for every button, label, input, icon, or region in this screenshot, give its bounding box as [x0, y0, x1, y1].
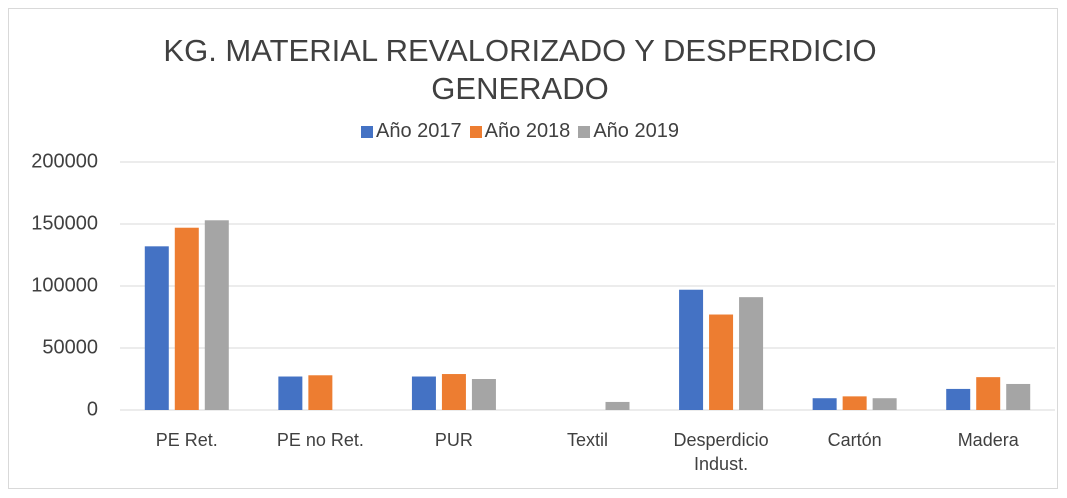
legend-item: Año 2018 — [469, 120, 571, 143]
x-tick-label: PUR — [434, 430, 473, 450]
bar — [1006, 383, 1031, 410]
x-tick-label: Cartón — [827, 430, 882, 450]
x-tick-label: Textil — [566, 430, 608, 450]
legend-swatch — [469, 125, 482, 138]
legend-swatch — [361, 125, 374, 138]
bar — [709, 314, 734, 410]
bar — [605, 401, 630, 410]
bar — [308, 375, 333, 410]
bar — [174, 227, 199, 410]
bar — [471, 379, 496, 410]
bar — [204, 220, 229, 410]
chart-border — [8, 8, 1058, 489]
bar — [144, 246, 169, 410]
bar — [278, 376, 303, 410]
bar — [411, 376, 436, 410]
y-tick-label: 150000 — [31, 212, 98, 234]
legend-label: Año 2017 — [376, 120, 462, 142]
bar — [739, 297, 764, 410]
bar — [872, 398, 897, 410]
legend-swatch — [578, 125, 591, 138]
legend-label: Año 2018 — [484, 120, 571, 142]
bar — [946, 388, 971, 410]
bar — [812, 398, 837, 410]
bar — [842, 396, 867, 410]
legend: Año 2017 Año 2018 Año 2019 — [120, 120, 920, 143]
bar — [679, 289, 704, 410]
y-tick-label: 50000 — [42, 336, 98, 358]
y-tick-label: 100000 — [31, 274, 98, 296]
chart-title: KG. MATERIAL REVALORIZADO Y DESPERDICIO … — [163, 33, 877, 106]
x-tick-label: Madera — [957, 430, 1019, 450]
x-tick-label: PE Ret. — [155, 430, 218, 450]
y-tick-label: 200000 — [31, 150, 98, 172]
x-tick-label: Desperdicio Indust. — [673, 430, 769, 474]
bar — [441, 374, 466, 410]
legend-label: Año 2019 — [593, 120, 679, 142]
legend-item: Año 2017 — [361, 120, 462, 143]
bar — [976, 377, 1001, 410]
x-tick-label: PE no Ret. — [276, 430, 364, 450]
y-tick-label: 0 — [87, 398, 98, 420]
legend-item: Año 2019 — [578, 120, 679, 143]
